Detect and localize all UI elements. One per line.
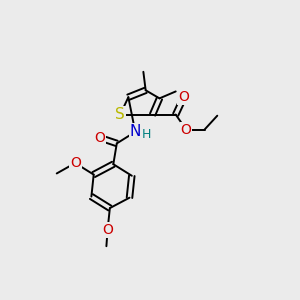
Text: O: O <box>102 223 113 237</box>
Text: O: O <box>178 90 189 104</box>
Text: O: O <box>94 130 105 145</box>
Text: S: S <box>116 107 125 122</box>
Text: O: O <box>181 123 191 136</box>
Text: O: O <box>70 156 81 170</box>
Text: N: N <box>130 124 141 140</box>
Text: H: H <box>142 128 152 141</box>
